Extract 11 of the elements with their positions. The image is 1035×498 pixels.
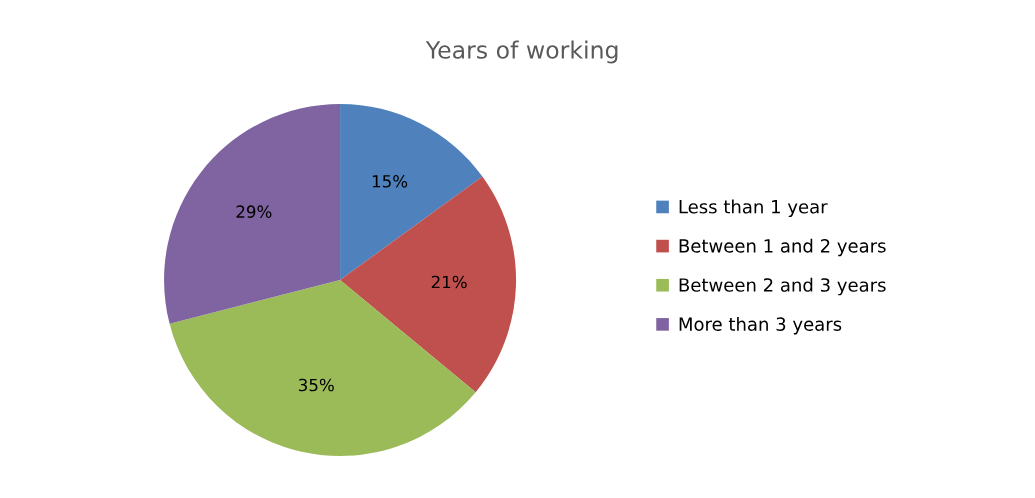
legend-label: More than 3 years	[679, 316, 842, 335]
data-label: 21%	[431, 275, 467, 289]
data-label: 35%	[298, 378, 334, 392]
chart-title: Years of working	[425, 40, 618, 64]
data-label: 15%	[372, 175, 408, 188]
data-label: 29%	[236, 205, 272, 218]
pie-slice	[164, 104, 341, 324]
pie-slice	[340, 176, 516, 393]
legend-label: Between 2 and 3 years	[679, 277, 886, 296]
legend-label: Less than 1 year	[679, 199, 828, 218]
legend-label: Between 1 and 2 years	[679, 238, 886, 257]
